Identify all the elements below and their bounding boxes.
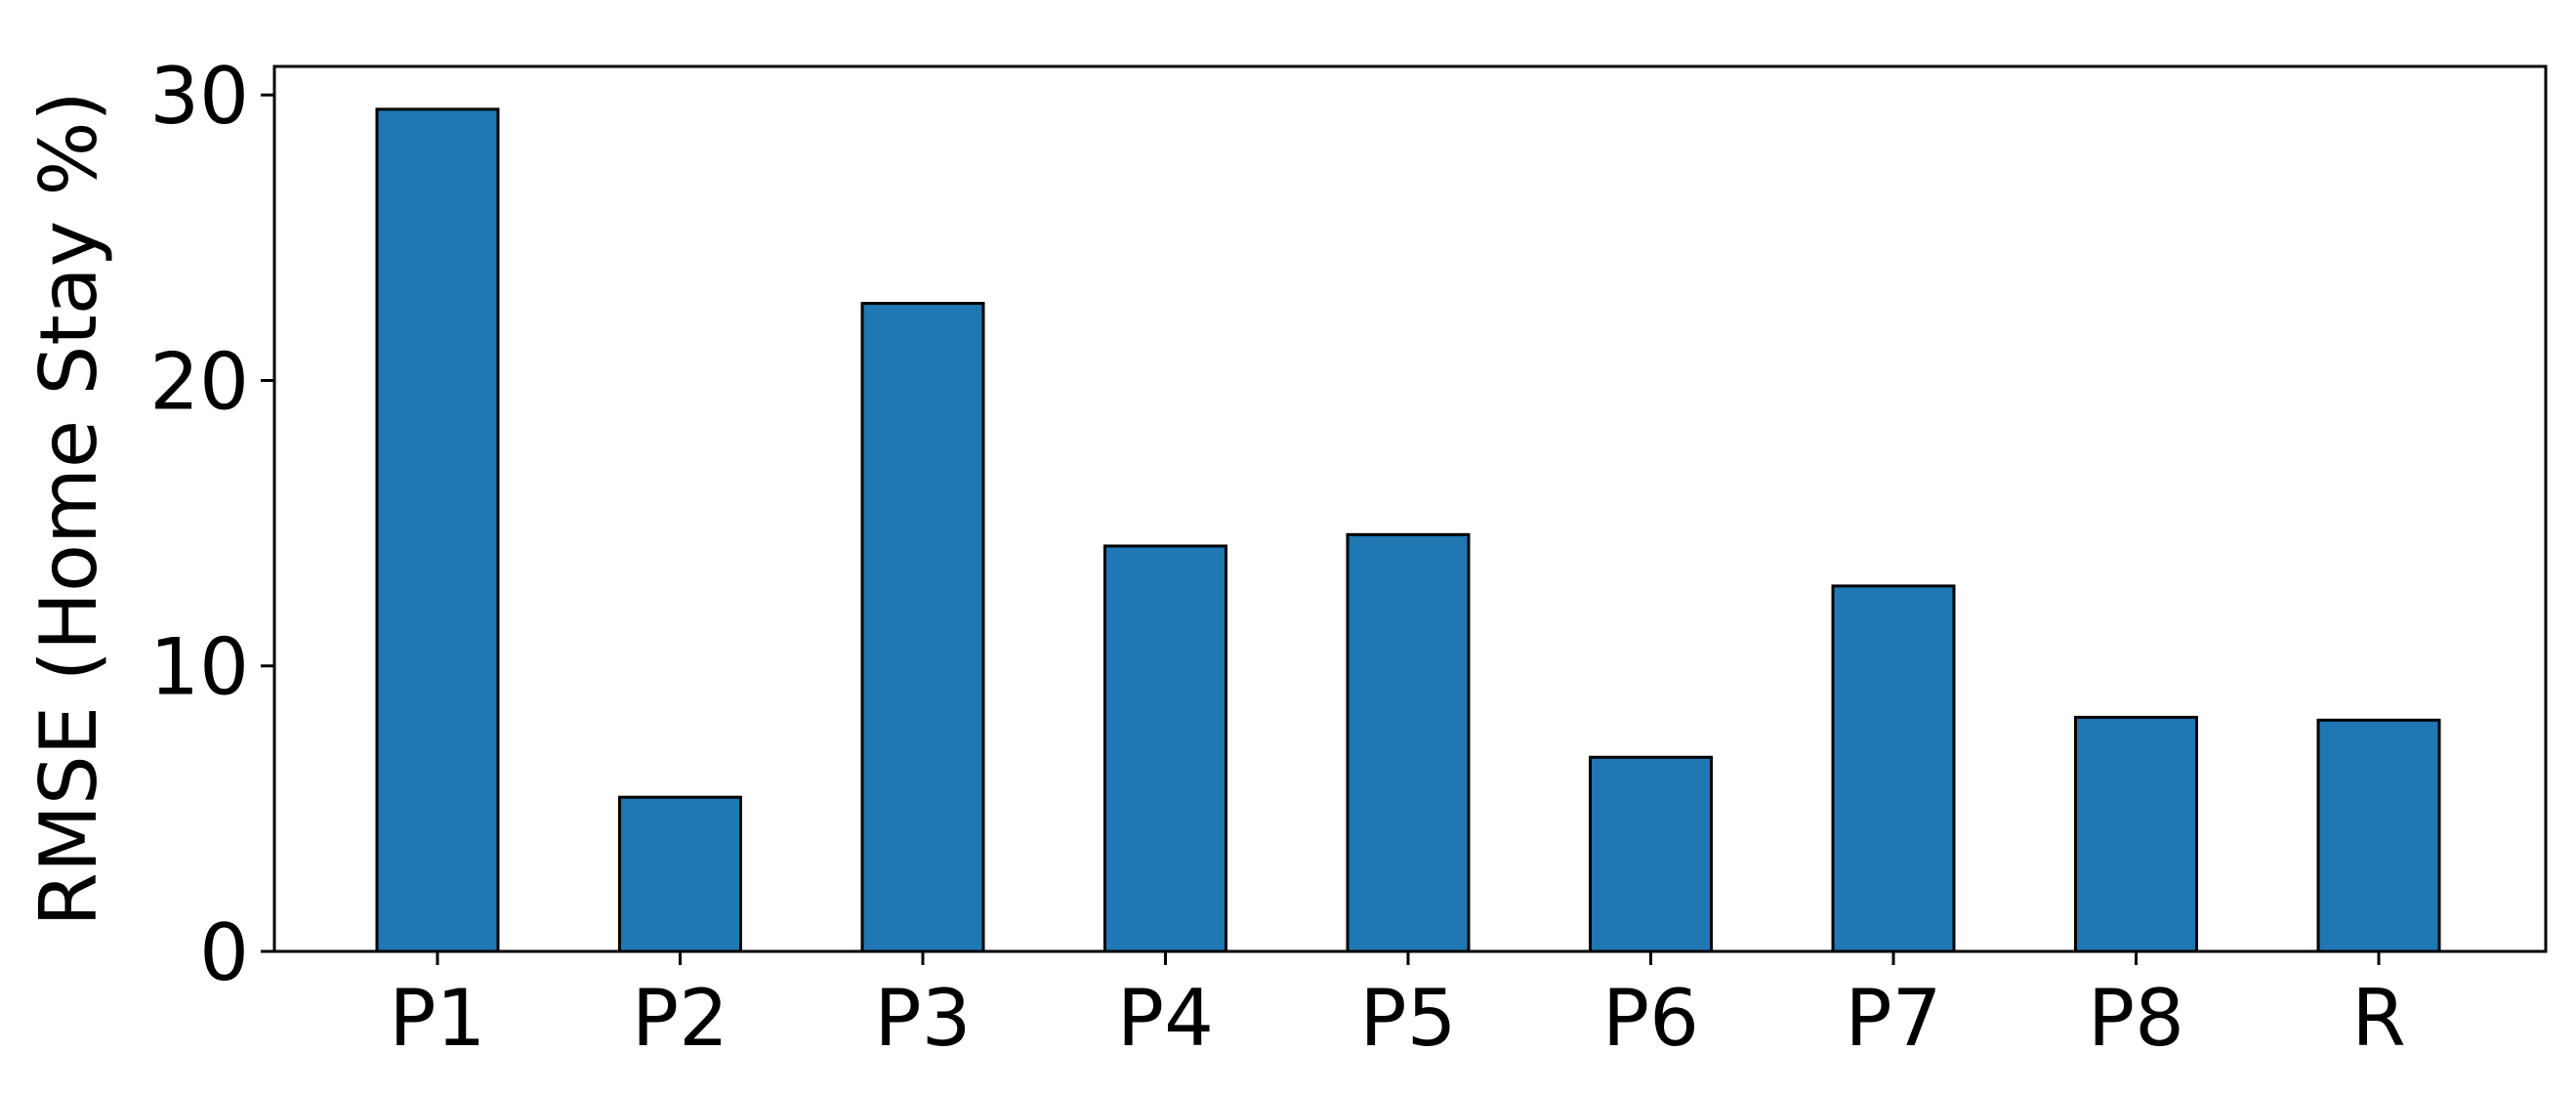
y-tick-label: 0 (199, 907, 249, 998)
x-tick-label: P4 (1117, 973, 1214, 1064)
x-tick-label: R (2351, 973, 2406, 1064)
bar-p2 (618, 795, 742, 953)
y-tick-label: 20 (149, 336, 249, 427)
x-tick-label: P8 (2088, 973, 2184, 1064)
bar-p8 (2074, 715, 2198, 953)
plot-frame (272, 64, 2548, 953)
y-tick-label: 10 (149, 622, 249, 713)
bar-r (2316, 718, 2441, 953)
x-tick-label: P6 (1602, 973, 1699, 1064)
bar-p4 (1103, 544, 1227, 953)
bars-group (375, 107, 2441, 953)
x-tick-label: P3 (874, 973, 971, 1064)
x-tick-label: P1 (389, 973, 485, 1064)
bar-p1 (375, 107, 500, 953)
y-axis: 0 10 20 30 (149, 51, 274, 998)
x-tick-label: P7 (1845, 973, 1941, 1064)
bar-p5 (1346, 532, 1471, 953)
y-tick-label: 30 (149, 51, 249, 142)
bar-p6 (1589, 755, 1713, 953)
x-tick-label: P5 (1359, 973, 1456, 1064)
x-tick-label: P2 (632, 973, 728, 1064)
bar-p7 (1831, 584, 1956, 953)
y-axis-label: RMSE (Home Stay %) (23, 91, 114, 926)
x-axis: P1 P2 P3 P4 P5 P6 P7 P8 R (389, 951, 2406, 1064)
bar-p3 (860, 302, 985, 953)
